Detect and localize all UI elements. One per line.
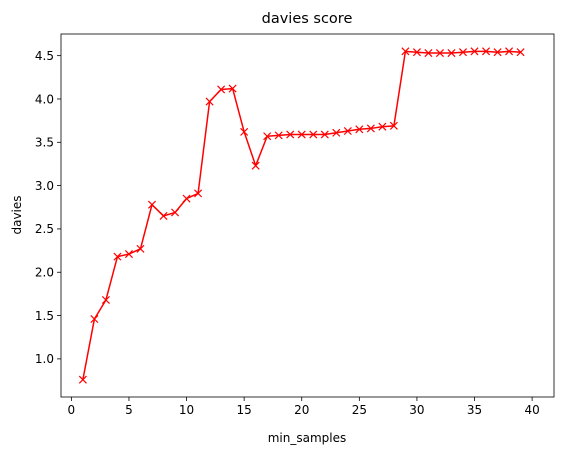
data-point-marker bbox=[435, 49, 444, 58]
x-tick-label: 0 bbox=[68, 403, 76, 417]
data-point-marker bbox=[217, 85, 226, 94]
data-point-marker bbox=[482, 47, 491, 56]
data-point-marker bbox=[251, 161, 260, 170]
data-point-marker bbox=[286, 130, 295, 139]
data-point-marker bbox=[263, 132, 272, 141]
data-point-marker bbox=[171, 208, 180, 217]
data-point-marker bbox=[240, 127, 249, 136]
y-tick-label: 3.0 bbox=[35, 179, 54, 193]
data-point-marker bbox=[389, 121, 398, 130]
x-tick-label: 15 bbox=[237, 403, 252, 417]
chart-title: davies score bbox=[262, 11, 353, 27]
data-point-marker bbox=[90, 315, 99, 324]
data-point-marker bbox=[378, 122, 387, 131]
data-point-marker bbox=[516, 48, 525, 57]
x-tick-label: 35 bbox=[467, 403, 482, 417]
data-point-marker bbox=[470, 47, 479, 56]
y-tick-label: 2.0 bbox=[35, 266, 54, 280]
data-point-marker bbox=[366, 124, 375, 133]
y-axis-label: davies bbox=[10, 195, 24, 234]
data-point-marker bbox=[412, 48, 421, 57]
x-tick-label: 30 bbox=[409, 403, 424, 417]
data-point-marker bbox=[274, 131, 283, 140]
data-point-marker bbox=[401, 47, 410, 56]
data-point-marker bbox=[101, 295, 110, 304]
x-tick-label: 25 bbox=[352, 403, 367, 417]
data-point-marker bbox=[332, 128, 341, 137]
x-tick-label: 5 bbox=[125, 403, 133, 417]
data-point-marker bbox=[320, 130, 329, 139]
data-point-marker bbox=[424, 49, 433, 58]
data-point-marker bbox=[182, 194, 191, 203]
y-tick-label: 4.0 bbox=[35, 92, 54, 106]
data-point-marker bbox=[147, 200, 157, 209]
x-axis-label: min_samples bbox=[268, 431, 347, 445]
data-point-marker bbox=[505, 47, 514, 56]
plot-frame bbox=[60, 33, 555, 398]
y-tick-label: 1.5 bbox=[35, 309, 54, 323]
y-tick-label: 2.5 bbox=[35, 222, 54, 236]
data-point-marker bbox=[458, 48, 468, 57]
x-tick-label: 20 bbox=[294, 403, 309, 417]
data-point-marker bbox=[297, 130, 306, 139]
data-point-marker bbox=[228, 84, 237, 93]
data-point-marker bbox=[355, 125, 364, 134]
data-point-marker bbox=[194, 189, 203, 198]
y-axis: 1.0 1.5 2.0 2.5 3.0 3.5 4.0 4.5 bbox=[35, 49, 61, 366]
y-tick-label: 4.5 bbox=[35, 49, 54, 63]
data-point-marker bbox=[309, 130, 318, 139]
x-tick-label: 10 bbox=[179, 403, 194, 417]
data-point-marker bbox=[159, 211, 168, 220]
data-point-marker bbox=[205, 97, 214, 106]
series-davies bbox=[78, 47, 525, 384]
data-point-marker bbox=[78, 375, 87, 384]
x-tick-label: 40 bbox=[524, 403, 539, 417]
data-point-marker bbox=[113, 252, 122, 261]
data-point-marker bbox=[343, 127, 352, 136]
data-point-marker bbox=[493, 48, 502, 57]
data-point-marker bbox=[136, 244, 145, 253]
x-axis: 0 5 10 15 20 25 30 35 40 bbox=[68, 397, 540, 417]
y-tick-label: 3.5 bbox=[35, 136, 54, 150]
data-point-marker bbox=[124, 250, 133, 259]
y-tick-label: 1.0 bbox=[35, 352, 54, 366]
data-point-marker bbox=[447, 49, 456, 58]
series-line bbox=[82, 50, 521, 380]
